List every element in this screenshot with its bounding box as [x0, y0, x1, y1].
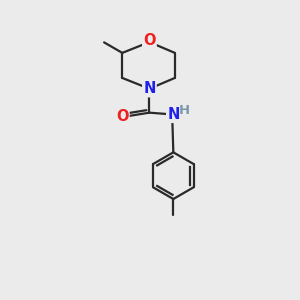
Text: O: O [143, 33, 156, 48]
Text: O: O [116, 109, 128, 124]
Text: N: N [167, 107, 179, 122]
Text: H: H [179, 104, 190, 117]
Text: N: N [143, 81, 156, 96]
